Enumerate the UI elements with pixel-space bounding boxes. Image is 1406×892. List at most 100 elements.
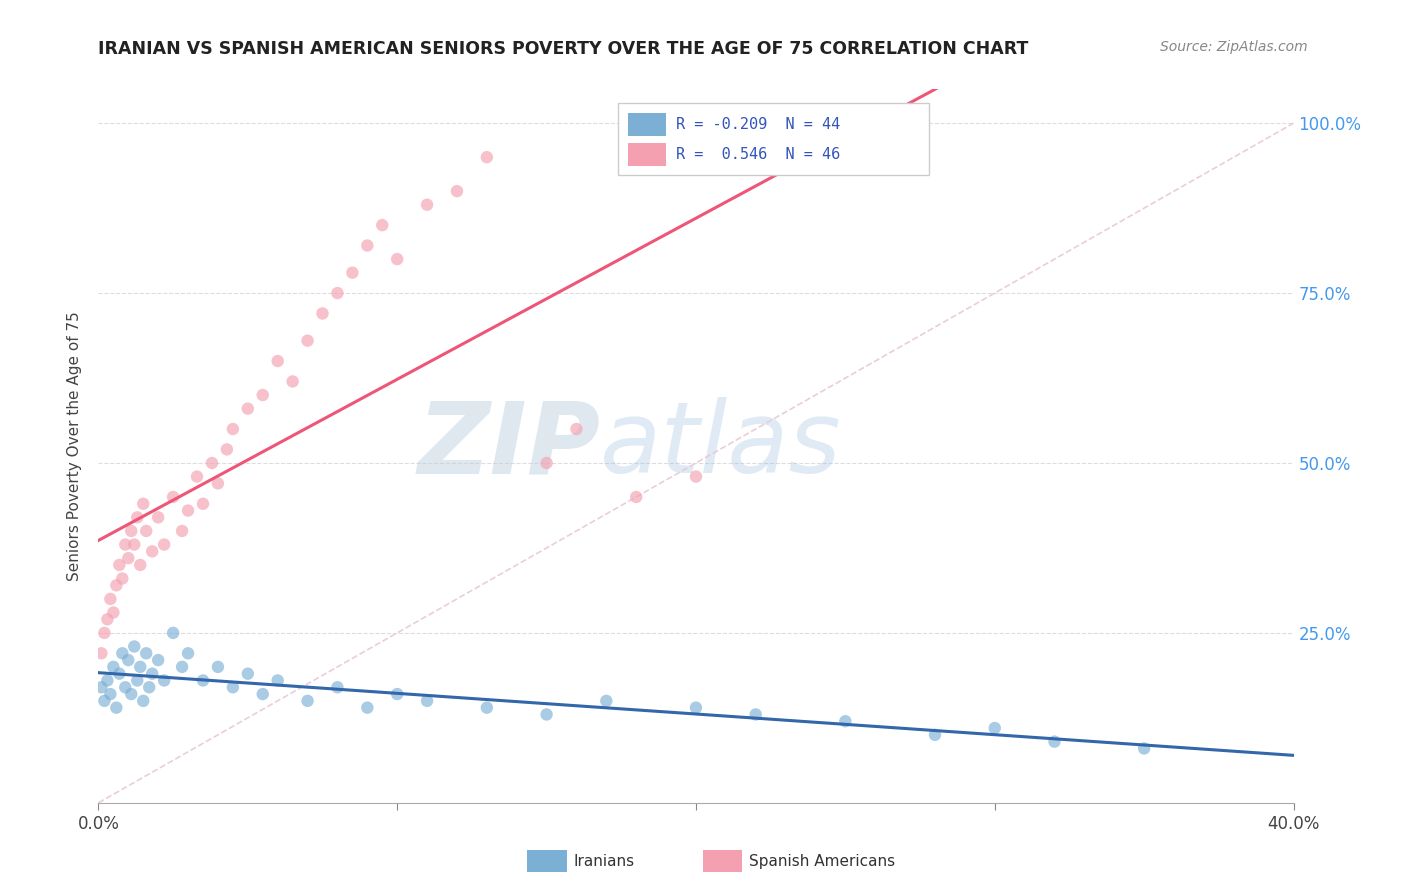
Point (90, 646, 112, 660)
Point (111, 646, 134, 660)
Point (191, 497, 214, 511)
Point (385, 252, 409, 266)
Point (93, 626, 115, 640)
Point (132, 694, 155, 708)
Point (127, 673, 149, 688)
Point (342, 266, 364, 280)
Point (446, 184, 468, 198)
Point (984, 721, 1007, 735)
Point (685, 469, 707, 483)
Point (834, 714, 856, 729)
Point (172, 524, 194, 538)
Point (177, 646, 200, 660)
Point (153, 673, 176, 688)
Point (96, 673, 118, 688)
Point (267, 673, 290, 688)
Point (162, 490, 184, 504)
Point (111, 572, 134, 586)
Text: Iranians: Iranians (574, 855, 634, 869)
Point (114, 537, 136, 551)
Point (177, 503, 200, 517)
Point (124, 537, 146, 551)
Point (745, 707, 768, 722)
Point (117, 551, 139, 566)
Point (281, 375, 304, 389)
Point (416, 198, 439, 212)
Point (215, 442, 238, 457)
Point (135, 524, 157, 538)
Point (297, 334, 319, 348)
Point (326, 680, 349, 694)
FancyBboxPatch shape (628, 144, 666, 166)
Point (172, 660, 194, 674)
Point (222, 680, 245, 694)
Point (1043, 734, 1066, 748)
Point (98, 591, 122, 606)
Point (117, 653, 139, 667)
Point (475, 150, 498, 164)
Point (475, 700, 498, 714)
Point (416, 694, 439, 708)
Point (595, 694, 617, 708)
Point (162, 626, 184, 640)
Point (311, 306, 333, 320)
Point (236, 401, 259, 416)
Point (103, 660, 125, 674)
Point (129, 660, 152, 674)
Text: R =  0.546  N = 46: R = 0.546 N = 46 (676, 147, 839, 162)
Point (385, 687, 409, 701)
Point (132, 497, 155, 511)
Point (565, 422, 588, 436)
Point (103, 606, 125, 620)
Point (105, 700, 128, 714)
Text: IRANIAN VS SPANISH AMERICAN SENIORS POVERTY OVER THE AGE OF 75 CORRELATION CHART: IRANIAN VS SPANISH AMERICAN SENIORS POVE… (98, 40, 1029, 58)
Point (98, 687, 122, 701)
Point (201, 456, 224, 470)
Point (626, 490, 648, 504)
FancyBboxPatch shape (619, 103, 929, 175)
Point (371, 218, 394, 232)
Point (236, 666, 259, 681)
Point (93, 694, 115, 708)
Point (141, 544, 163, 558)
Point (141, 666, 163, 681)
Point (135, 646, 157, 660)
Text: atlas: atlas (600, 398, 842, 494)
Point (356, 238, 378, 252)
Point (252, 687, 274, 701)
Text: Source: ZipAtlas.com: Source: ZipAtlas.com (1160, 40, 1308, 54)
Point (267, 354, 290, 368)
Text: R = -0.209  N = 44: R = -0.209 N = 44 (676, 117, 839, 132)
Point (252, 388, 274, 402)
Point (326, 286, 349, 301)
Point (148, 510, 170, 524)
Y-axis label: Seniors Poverty Over the Age of 75: Seniors Poverty Over the Age of 75 (67, 311, 83, 581)
Point (153, 537, 176, 551)
Point (536, 707, 558, 722)
Point (114, 680, 136, 694)
Point (186, 469, 208, 483)
Point (127, 510, 149, 524)
Point (207, 660, 229, 674)
Point (356, 700, 378, 714)
Point (207, 476, 229, 491)
Point (108, 666, 131, 681)
Point (124, 640, 146, 654)
Text: ZIP: ZIP (418, 398, 600, 494)
FancyBboxPatch shape (628, 112, 666, 136)
Point (1133, 741, 1156, 756)
Point (138, 680, 160, 694)
Point (685, 700, 707, 714)
Point (129, 558, 152, 572)
Point (96, 612, 118, 626)
Point (148, 653, 170, 667)
Point (108, 558, 131, 572)
Point (924, 728, 946, 742)
Point (90, 680, 112, 694)
Point (297, 694, 319, 708)
Text: Spanish Americans: Spanish Americans (749, 855, 896, 869)
Point (191, 673, 214, 688)
Point (536, 456, 558, 470)
Point (105, 578, 128, 592)
Point (222, 422, 245, 436)
